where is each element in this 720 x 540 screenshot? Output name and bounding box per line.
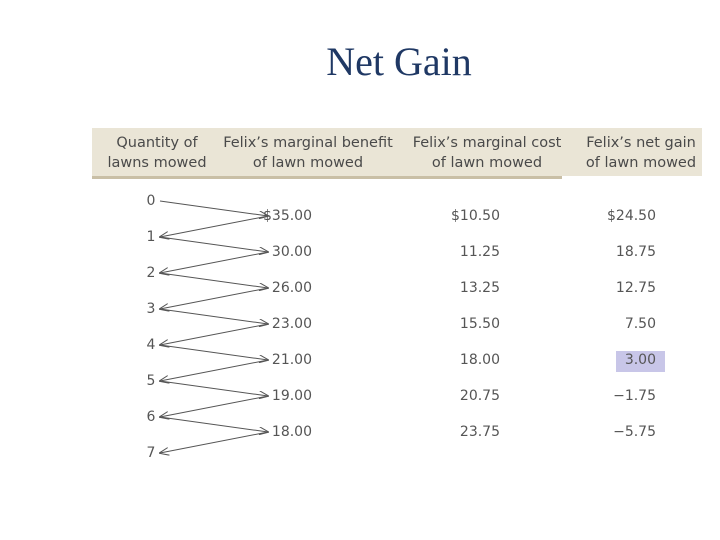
header-net-gain: Felix’s net gain of lawn mowed (580, 133, 702, 173)
slide-title: Net Gain (326, 39, 472, 84)
net-gain-cell: 18.75 (615, 244, 656, 260)
connector-line-lower (160, 215, 269, 237)
marginal-cost-cell: 13.25 (459, 280, 500, 296)
header-quantity-line2: lawns mowed (107, 155, 207, 171)
quantity-label: 2 (146, 265, 156, 281)
marginal-benefit-cell: 18.00 (271, 424, 312, 440)
quantity-label: 0 (146, 193, 156, 209)
net-gain-cell: 3.00 (624, 352, 656, 368)
marginal-cost-cell: $10.50 (451, 208, 500, 224)
connector-line-lower (160, 395, 269, 417)
quantity-label: 7 (146, 445, 156, 461)
connector-line-upper (159, 380, 268, 396)
connector-line-upper (159, 308, 268, 324)
connector-line-lower (160, 251, 269, 273)
connector-line-upper (159, 236, 268, 252)
table-header-band (92, 128, 702, 176)
net-gain-cell: 7.50 (624, 316, 656, 332)
marginal-benefit-cell: 30.00 (271, 244, 312, 260)
quantity-label: 4 (146, 337, 156, 353)
quantity-label: 3 (146, 301, 156, 317)
quantity-label: 6 (146, 409, 156, 425)
marginal-benefit-cell: 21.00 (271, 352, 312, 368)
quantity-label: 1 (146, 229, 156, 245)
connector-line-lower (160, 287, 269, 309)
net-gain-cell: 12.75 (615, 280, 656, 296)
marginal-cost-cell: 23.75 (459, 424, 500, 440)
header-net-line2: of lawn mowed (585, 155, 697, 171)
net-gain-cell: $24.50 (607, 208, 656, 224)
marginal-benefit-cell: 19.00 (271, 388, 312, 404)
connector-line-lower (160, 323, 269, 345)
header-quantity: Quantity of lawns mowed (104, 133, 210, 173)
net-gain-cell: −5.75 (613, 424, 656, 440)
connector-line-upper (159, 200, 268, 216)
connector-line-upper (159, 416, 268, 432)
slide-title-container: Net Gain (0, 38, 720, 86)
header-cost-line1: Felix’s marginal cost (412, 135, 562, 151)
marginal-cost-cell: 20.75 (459, 388, 500, 404)
marginal-benefit-cell: 23.00 (271, 316, 312, 332)
marginal-benefit-cell: 26.00 (271, 280, 312, 296)
header-cost-line2: of lawn mowed (431, 155, 543, 171)
connector-line-lower (160, 359, 269, 381)
header-marginal-cost: Felix’s marginal cost of lawn mowed (408, 133, 566, 173)
header-net-line1: Felix’s net gain (586, 135, 696, 151)
marginal-cost-cell: 11.25 (459, 244, 500, 260)
header-benefit-line2: of lawn mowed (252, 155, 364, 171)
header-quantity-line1: Quantity of (116, 135, 198, 151)
marginal-cost-cell: 15.50 (459, 316, 500, 332)
marginal-cost-cell: 18.00 (459, 352, 500, 368)
table-header-rule (92, 176, 562, 179)
connector-line-lower (160, 431, 269, 453)
header-benefit-line1: Felix’s marginal benefit (223, 135, 393, 151)
net-gain-cell: −1.75 (613, 388, 656, 404)
marginal-benefit-cell: $35.00 (263, 208, 312, 224)
quantity-label: 5 (146, 373, 156, 389)
net-gain-highlight (616, 351, 665, 372)
header-marginal-benefit: Felix’s marginal benefit of lawn mowed (218, 133, 398, 173)
connector-line-upper (159, 272, 268, 288)
connector-line-upper (159, 344, 268, 360)
